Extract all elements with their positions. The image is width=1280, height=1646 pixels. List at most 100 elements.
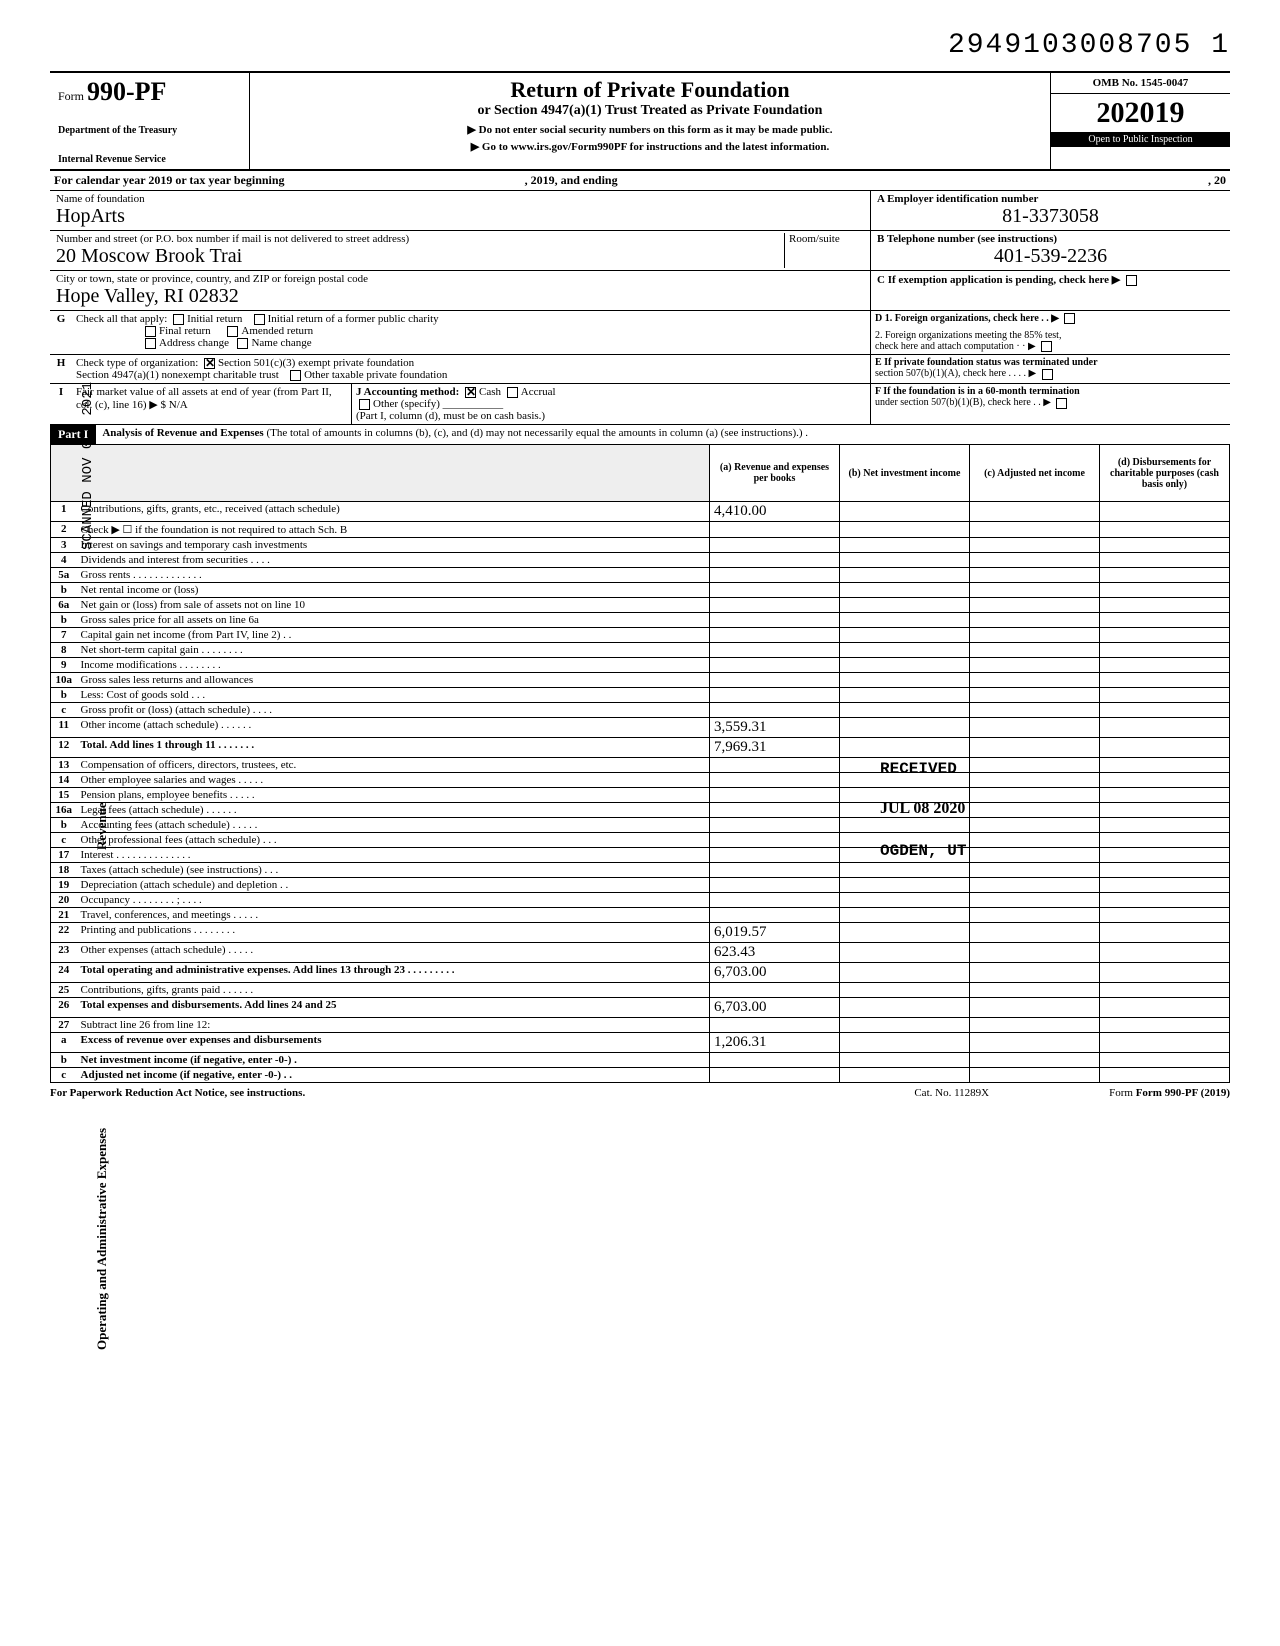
col-d-value[interactable] [1100, 772, 1230, 787]
col-a-value[interactable] [710, 877, 840, 892]
col-c-value[interactable] [970, 552, 1100, 567]
col-a-value[interactable] [710, 847, 840, 862]
col-a-value[interactable] [710, 702, 840, 717]
d1-checkbox[interactable] [1064, 313, 1075, 324]
col-c-value[interactable] [970, 892, 1100, 907]
col-a-value[interactable]: 7,969.31 [710, 737, 840, 757]
col-c-value[interactable] [970, 942, 1100, 962]
col-d-value[interactable] [1100, 537, 1230, 552]
col-d-value[interactable] [1100, 1067, 1230, 1082]
col-b-value[interactable] [840, 657, 970, 672]
col-c-value[interactable] [970, 1032, 1100, 1052]
col-a-value[interactable] [710, 521, 840, 537]
col-c-value[interactable] [970, 1052, 1100, 1067]
col-d-value[interactable] [1100, 1017, 1230, 1032]
col-a-value[interactable] [710, 862, 840, 877]
col-b-value[interactable] [840, 567, 970, 582]
col-c-value[interactable] [970, 537, 1100, 552]
col-d-value[interactable] [1100, 757, 1230, 772]
foundation-name-value[interactable]: HopArts [56, 205, 864, 228]
telephone-value[interactable]: 401-539-2236 [877, 245, 1224, 268]
col-d-value[interactable] [1100, 521, 1230, 537]
col-c-value[interactable] [970, 612, 1100, 627]
col-a-value[interactable] [710, 627, 840, 642]
initial-return-checkbox[interactable] [173, 314, 184, 325]
former-charity-checkbox[interactable] [254, 314, 265, 325]
col-b-value[interactable] [840, 687, 970, 702]
address-change-checkbox[interactable] [145, 338, 156, 349]
col-c-value[interactable] [970, 657, 1100, 672]
col-a-value[interactable] [710, 787, 840, 802]
col-a-value[interactable] [710, 612, 840, 627]
col-b-value[interactable] [840, 702, 970, 717]
col-d-value[interactable] [1100, 672, 1230, 687]
col-b-value[interactable] [840, 942, 970, 962]
col-d-value[interactable] [1100, 737, 1230, 757]
col-d-value[interactable] [1100, 847, 1230, 862]
col-b-value[interactable] [840, 552, 970, 567]
col-d-value[interactable] [1100, 862, 1230, 877]
col-d-value[interactable] [1100, 997, 1230, 1017]
col-a-value[interactable] [710, 892, 840, 907]
col-c-value[interactable] [970, 737, 1100, 757]
col-b-value[interactable] [840, 737, 970, 757]
other-taxable-checkbox[interactable] [290, 370, 301, 381]
col-b-value[interactable] [840, 1017, 970, 1032]
col-c-value[interactable] [970, 582, 1100, 597]
col-c-value[interactable] [970, 997, 1100, 1017]
col-d-value[interactable] [1100, 982, 1230, 997]
col-d-value[interactable] [1100, 501, 1230, 521]
e-checkbox[interactable] [1042, 369, 1053, 380]
col-d-value[interactable] [1100, 922, 1230, 942]
col-d-value[interactable] [1100, 1052, 1230, 1067]
col-b-value[interactable] [840, 501, 970, 521]
col-b-value[interactable] [840, 877, 970, 892]
col-b-value[interactable] [840, 521, 970, 537]
d2-checkbox[interactable] [1041, 341, 1052, 352]
col-d-value[interactable] [1100, 787, 1230, 802]
col-b-value[interactable] [840, 627, 970, 642]
col-c-value[interactable] [970, 757, 1100, 772]
col-a-value[interactable] [710, 642, 840, 657]
col-a-value[interactable] [710, 757, 840, 772]
col-d-value[interactable] [1100, 962, 1230, 982]
col-c-value[interactable] [970, 717, 1100, 737]
col-c-value[interactable] [970, 982, 1100, 997]
col-d-value[interactable] [1100, 567, 1230, 582]
col-c-value[interactable] [970, 687, 1100, 702]
col-a-value[interactable] [710, 907, 840, 922]
amended-return-checkbox[interactable] [227, 326, 238, 337]
col-a-value[interactable] [710, 552, 840, 567]
accrual-checkbox[interactable] [507, 387, 518, 398]
col-d-value[interactable] [1100, 597, 1230, 612]
col-c-value[interactable] [970, 922, 1100, 942]
col-c-value[interactable] [970, 521, 1100, 537]
cash-checkbox[interactable] [465, 387, 476, 398]
col-b-value[interactable] [840, 1052, 970, 1067]
fmv-value[interactable]: N/A [169, 399, 188, 411]
col-c-value[interactable] [970, 597, 1100, 612]
col-a-value[interactable]: 6,703.00 [710, 962, 840, 982]
col-b-value[interactable] [840, 862, 970, 877]
name-change-checkbox[interactable] [237, 338, 248, 349]
col-d-value[interactable] [1100, 877, 1230, 892]
col-a-value[interactable] [710, 567, 840, 582]
col-c-value[interactable] [970, 847, 1100, 862]
col-c-value[interactable] [970, 862, 1100, 877]
col-c-value[interactable] [970, 1067, 1100, 1082]
col-c-value[interactable] [970, 962, 1100, 982]
col-a-value[interactable] [710, 582, 840, 597]
col-a-value[interactable] [710, 772, 840, 787]
col-c-value[interactable] [970, 817, 1100, 832]
col-a-value[interactable] [710, 687, 840, 702]
col-d-value[interactable] [1100, 627, 1230, 642]
col-b-value[interactable] [840, 892, 970, 907]
col-c-value[interactable] [970, 802, 1100, 817]
col-a-value[interactable] [710, 982, 840, 997]
col-d-value[interactable] [1100, 612, 1230, 627]
col-d-value[interactable] [1100, 942, 1230, 962]
col-b-value[interactable] [840, 962, 970, 982]
col-a-value[interactable]: 6,019.57 [710, 922, 840, 942]
col-b-value[interactable] [840, 642, 970, 657]
col-c-value[interactable] [970, 907, 1100, 922]
